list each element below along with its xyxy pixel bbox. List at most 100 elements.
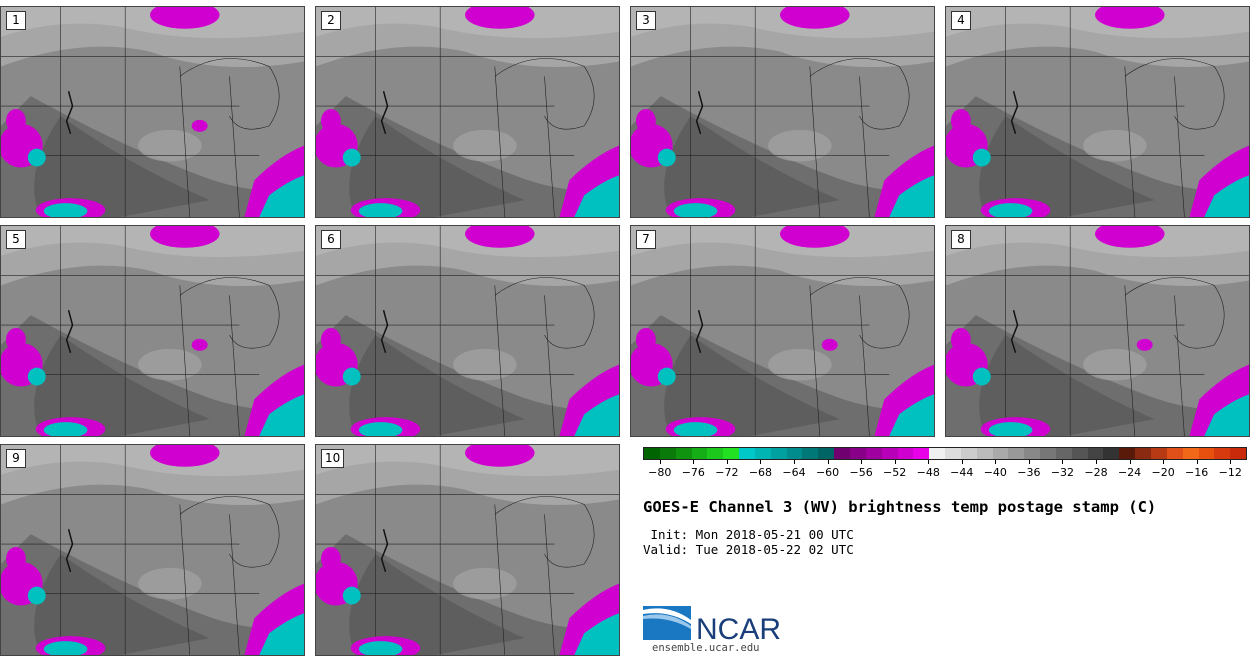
dry-band-light (1, 226, 304, 258)
colorbar-tick (827, 460, 829, 464)
moist-band-dark (349, 334, 525, 436)
cold-cloud-west-2 (635, 328, 656, 352)
colorbar-swatch (1214, 448, 1231, 459)
dry-slot (1083, 348, 1147, 381)
lake-outline (1010, 310, 1019, 354)
state-boundary (179, 66, 191, 217)
lake-outline (65, 91, 74, 135)
cold-cloud-west-2 (950, 328, 971, 352)
panel-label: 4 (951, 11, 971, 30)
cold-cloud-north (150, 226, 220, 248)
colorbar-swatch (1087, 448, 1104, 459)
coldest-cloud-southeast (889, 175, 934, 217)
lake-outline (695, 91, 704, 135)
cold-cloud-central (191, 119, 208, 132)
dry-band-light (316, 226, 619, 258)
coldest-cloud-southwest (43, 203, 88, 217)
coldest-cloud-southeast (889, 394, 934, 436)
wv-map (316, 7, 619, 217)
colorbar-swatch (1008, 448, 1025, 459)
state-boundary (179, 58, 280, 130)
dry-band-light (316, 445, 619, 477)
cold-cloud-central (1136, 338, 1153, 351)
cold-cloud-north (150, 7, 220, 29)
colorbar-tick (693, 460, 695, 464)
colorbar-swatch (945, 448, 961, 459)
stamp-panel-8: 8 (945, 225, 1250, 437)
colorbar-tick-label: −76 (681, 466, 705, 479)
stamp-panel-9: 9 (0, 444, 305, 656)
panel-label: 1 (6, 11, 26, 30)
moist-band-dark (34, 334, 210, 436)
colorbar-tick (1062, 460, 1064, 464)
coldest-cloud-west (657, 148, 676, 167)
colorbar-tick-label: −40 (983, 466, 1007, 479)
state-boundary (544, 295, 555, 436)
coldest-cloud-southeast (259, 394, 304, 436)
colorbar-swatch (976, 448, 993, 459)
stamp-panel-10: 10 (315, 444, 620, 656)
colorbar-swatch (707, 448, 724, 459)
colorbar-swatch (691, 448, 708, 459)
colorbar-swatch (1198, 448, 1215, 459)
state-boundary (1124, 277, 1225, 349)
coldest-cloud-southeast (1204, 394, 1249, 436)
colorbar-ticks: −80 −76 −72 −68 −64 −60 −56 −52 −48 −44 −40 −36 −32−… (643, 460, 1247, 482)
stamp-panel-7: 7 (630, 225, 935, 437)
stamp-panel-1: 1 (0, 6, 305, 218)
wv-map (1, 226, 304, 436)
state-boundary (809, 277, 910, 349)
cold-cloud-west-2 (320, 547, 341, 571)
colorbar-tick-label: −48 (916, 466, 940, 479)
colorbar-swatch (659, 448, 676, 459)
state-boundary (494, 66, 506, 217)
state-boundary (809, 66, 821, 217)
colorbar-swatch (1230, 448, 1247, 459)
coldest-cloud-southeast (259, 175, 304, 217)
colorbar-swatch (818, 448, 835, 459)
colorbar-swatch (802, 448, 819, 459)
state-boundary (859, 295, 870, 436)
colorbar-swatch (1103, 448, 1120, 459)
wv-map (1, 445, 304, 655)
dry-slot (453, 348, 517, 381)
colorbar-swatch (1024, 448, 1041, 459)
colorbar-tick-label: −44 (950, 466, 974, 479)
coldest-cloud-southwest (988, 422, 1033, 436)
colorbar-swatch (644, 448, 660, 459)
colorbar-swatch (897, 448, 914, 459)
coldest-cloud-southwest (43, 422, 88, 436)
coldest-cloud-west (972, 148, 991, 167)
dry-slot (453, 129, 517, 162)
panel-label: 3 (636, 11, 656, 30)
coldest-cloud-west (27, 586, 46, 605)
colorbar-swatch (929, 448, 946, 459)
cold-cloud-west-2 (320, 328, 341, 352)
colorbar-tick-label: −16 (1185, 466, 1209, 479)
colorbar-swatch (754, 448, 771, 459)
colorbar-tick (726, 460, 728, 464)
colorbar-tick (1230, 460, 1232, 464)
state-boundary (859, 76, 870, 217)
wv-map (631, 226, 934, 436)
wv-map (946, 7, 1249, 217)
lake-outline (1010, 91, 1019, 135)
stamp-panel-4: 4 (945, 6, 1250, 218)
coldest-cloud-southwest (43, 641, 88, 655)
cold-cloud-north (465, 7, 535, 29)
colorbar-swatch (992, 448, 1009, 459)
colorbar-tick (995, 460, 997, 464)
moist-band-dark (349, 553, 525, 655)
ncar-logo: NCAR (643, 606, 781, 644)
colorbar-swatch (834, 448, 850, 459)
panel-label: 6 (321, 230, 341, 249)
dry-slot (768, 129, 832, 162)
moist-band-dark (979, 334, 1155, 436)
chart-title: GOES-E Channel 3 (WV) brightness temp po… (643, 498, 1157, 516)
state-boundary (229, 514, 240, 655)
moist-band-dark (979, 115, 1155, 217)
state-boundary (179, 285, 191, 436)
cold-cloud-west-2 (5, 328, 26, 352)
colorbar-swatch (739, 448, 755, 459)
colorbar-tick-label: −28 (1084, 466, 1108, 479)
